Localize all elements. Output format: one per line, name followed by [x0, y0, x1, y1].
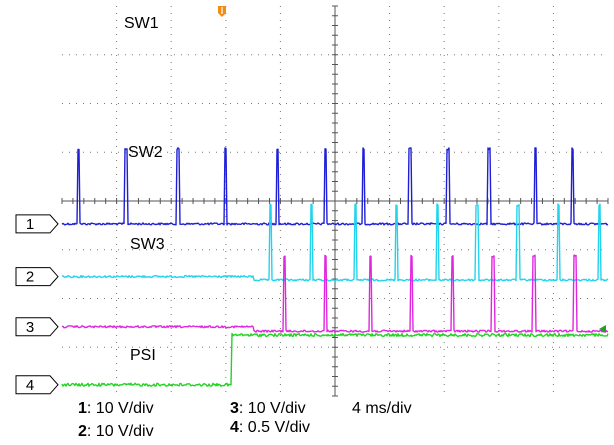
trigger-markers — [218, 6, 606, 333]
trace-ch3 — [61, 254, 608, 333]
traces — [61, 147, 609, 387]
legend-ch3-scale: 10 V/div — [247, 400, 306, 417]
legend-ch4-id: 4 — [230, 419, 239, 436]
channel-marker-label-ch1: 1 — [26, 216, 34, 233]
trace-ch2 — [61, 203, 609, 282]
channel-marker-ch3 — [15, 317, 59, 337]
legend-ch2-id: 2 — [78, 423, 87, 440]
channel-marker-ch4 — [15, 375, 59, 395]
legend-ch4-scale: 0.5 V/div — [247, 419, 311, 436]
legend-ch1-scale: 10 V/div — [95, 400, 154, 417]
channel-label-ch4: PSI — [130, 347, 156, 364]
legend-timebase: 4 ms/div — [352, 400, 412, 418]
channel-label-ch3: SW3 — [130, 236, 165, 253]
channel-label-ch2: SW2 — [128, 144, 163, 161]
channel-label-ch1: SW1 — [124, 15, 159, 32]
trace-ch4 — [61, 332, 609, 387]
legend-ch1-id: 1 — [78, 400, 87, 417]
channel-markers: 1 2 3 4 — [15, 214, 59, 395]
channel-labels: SW1 SW2 SW3 PSI — [124, 15, 165, 364]
legend-ch2: 2: 10 V/div — [78, 423, 154, 440]
legend-ch3-id: 3 — [230, 400, 239, 417]
timebase-label: 4 ms/div — [352, 400, 412, 417]
green-level-arrow-icon — [599, 325, 606, 333]
graticule — [61, 5, 609, 397]
channel-marker-label-ch4: 4 — [26, 377, 34, 394]
channel-marker-label-ch3: 3 — [26, 319, 34, 336]
channel-marker-label-ch2: 2 — [26, 269, 34, 286]
legend-ch3: 3: 10 V/div — [230, 400, 306, 417]
legend-ch1: 1: 10 V/div — [78, 400, 154, 417]
channel-marker-ch1 — [15, 214, 59, 234]
legend-ch4: 4: 0.5 V/div — [230, 419, 311, 436]
legend-ch2-scale: 10 V/div — [95, 423, 154, 440]
channel-marker-ch2 — [15, 267, 59, 287]
